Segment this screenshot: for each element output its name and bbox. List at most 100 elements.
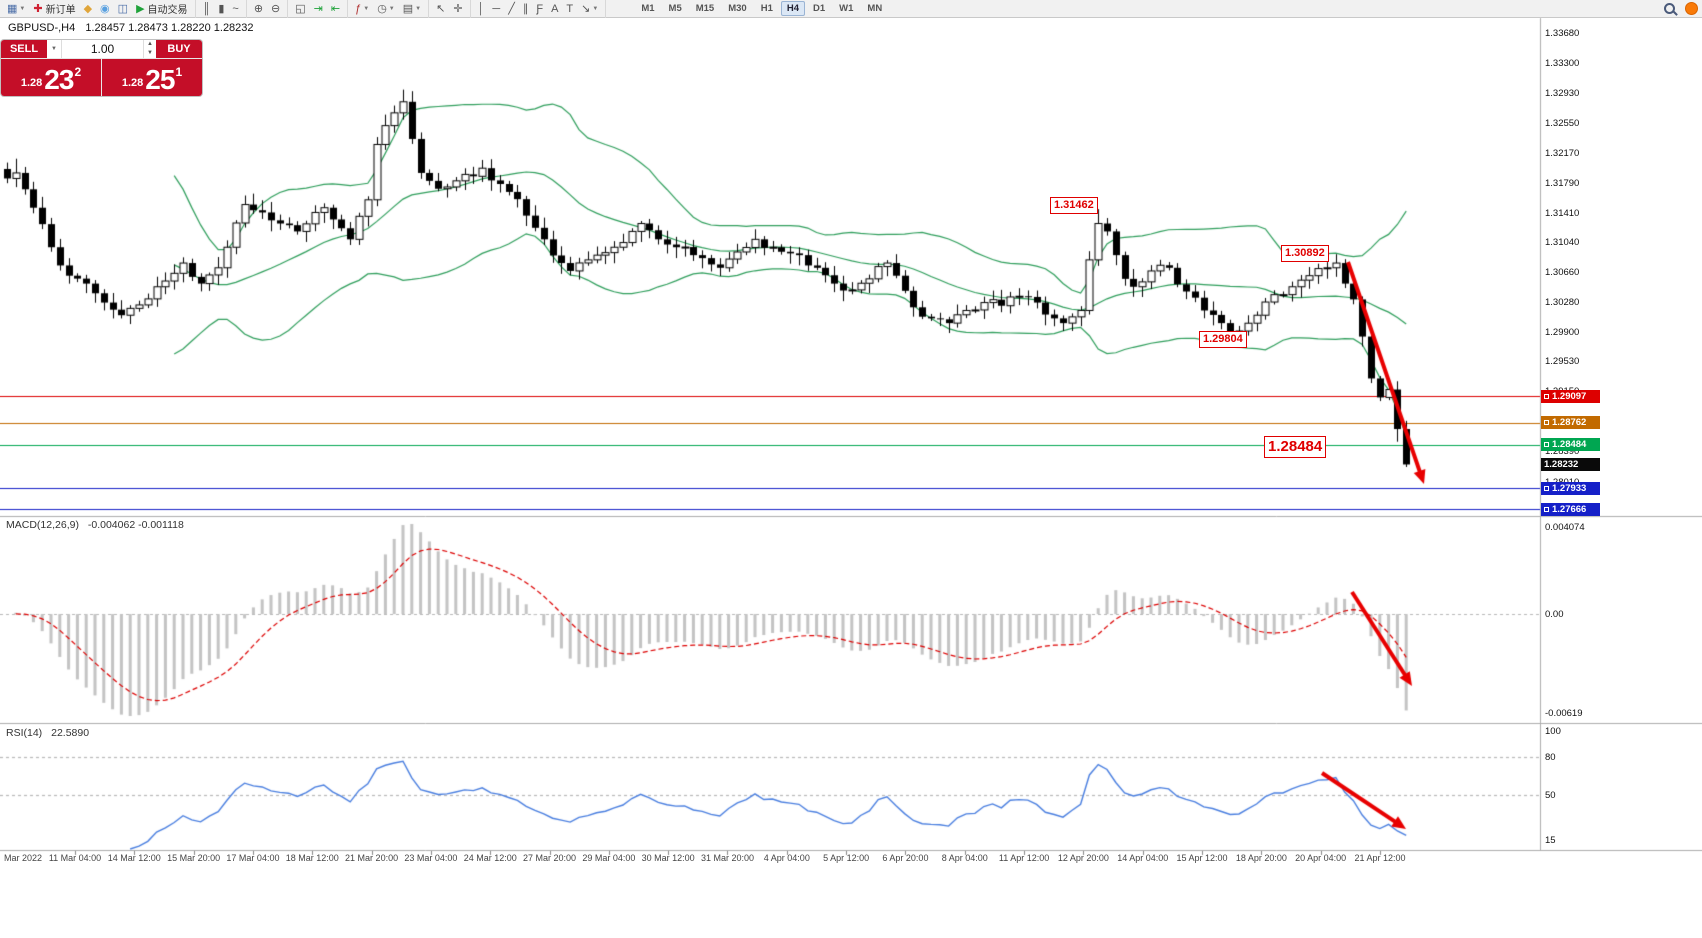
- time-axis-label: 31 Mar 20:00: [700, 853, 754, 863]
- new-chart-dropdown-icon[interactable]: ▼: [19, 5, 26, 12]
- autotrading-button[interactable]: ▶ 自动交易: [133, 1, 190, 17]
- crosshair-button[interactable]: ✛: [450, 1, 465, 17]
- cursor-button[interactable]: ↖: [433, 1, 448, 17]
- new-chart-button[interactable]: ▦ ▼: [4, 1, 28, 17]
- rsi-value: 22.5890: [51, 727, 90, 739]
- metaeditor-icon: ◆: [83, 2, 93, 15]
- volume-decrease-button[interactable]: ▼: [147, 50, 153, 56]
- price-line-label[interactable]: 1.28484: [1541, 438, 1600, 452]
- toolbar-group: ║ ▮ ~: [196, 0, 247, 18]
- bar-chart-button[interactable]: ║: [200, 1, 214, 17]
- search-icon[interactable]: [1664, 3, 1675, 14]
- arrows-objects-dropdown-icon[interactable]: ▼: [592, 5, 599, 12]
- rsi-axis-label: 15: [1545, 835, 1556, 846]
- time-axis-label: 14 Mar 12:00: [107, 853, 161, 863]
- time-axis-label: 20 Apr 04:00: [1295, 853, 1347, 863]
- indicators-button[interactable]: ƒ ▼: [352, 1, 372, 17]
- metaeditor-button[interactable]: ◆: [81, 1, 95, 17]
- timeframe-mn-button[interactable]: MN: [867, 3, 883, 14]
- price-annotation[interactable]: 1.28484: [1264, 436, 1327, 458]
- price-line-label[interactable]: 1.27666: [1541, 502, 1600, 516]
- zoom-in-icon: ⊕: [253, 2, 264, 15]
- price-line-label[interactable]: 1.29097: [1541, 389, 1600, 403]
- line-chart-icon: ~: [232, 2, 239, 15]
- new-order-button[interactable]: ✚ 新订单: [30, 1, 78, 17]
- vertical-line-button[interactable]: │: [475, 1, 488, 17]
- timeframe-w1-button[interactable]: W1: [839, 3, 854, 14]
- time-axis-label: 15 Mar 20:00: [167, 853, 221, 863]
- timeframe-m15-button[interactable]: M15: [695, 3, 715, 14]
- time-axis-label: 24 Mar 12:00: [463, 853, 517, 863]
- timeframe-m30-button[interactable]: M30: [728, 3, 747, 14]
- notification-dot-icon[interactable]: [1685, 2, 1698, 15]
- equidistant-channel-button[interactable]: ∥: [520, 1, 532, 17]
- buy-price-pip: 1: [175, 65, 183, 79]
- vertical-line-icon: │: [477, 2, 485, 15]
- buy-button[interactable]: 1.28 25 1: [102, 59, 202, 96]
- time-axis-label: 12 Apr 20:00: [1057, 853, 1109, 863]
- sell-button[interactable]: 1.28 23 2: [1, 59, 101, 96]
- arrows-objects-button[interactable]: ↘ ▼: [578, 1, 601, 17]
- time-axis-label: 30 Mar 12:00: [641, 853, 695, 863]
- time-axis-label: 11 Apr 12:00: [998, 853, 1050, 863]
- time-axis-label: 18 Apr 20:00: [1235, 853, 1287, 863]
- chart-title: GBPUSD-,H4 1.28457 1.28473 1.28220 1.282…: [8, 22, 254, 34]
- sell-tab[interactable]: SELL: [1, 40, 47, 58]
- timeframe-m1-button[interactable]: M1: [641, 3, 655, 14]
- price-scale-tick: 1.28390: [1545, 446, 1580, 458]
- timeframe-m5-button[interactable]: M5: [668, 3, 682, 14]
- fibonacci-button[interactable]: Ƒ: [533, 1, 546, 17]
- macd-values: -0.004062 -0.001118: [87, 519, 184, 531]
- tile-windows-button[interactable]: ◱: [292, 1, 308, 17]
- community-button[interactable]: ◉: [97, 1, 113, 17]
- templates-button[interactable]: ▤ ▼: [400, 1, 424, 17]
- trendline-button[interactable]: ╱: [505, 1, 518, 17]
- market-watch-button[interactable]: ◫: [115, 1, 131, 17]
- timeframe-d1-button[interactable]: D1: [813, 3, 826, 14]
- macd-label: MACD(12,26,9): [6, 519, 79, 531]
- timeframe-h1-button[interactable]: H1: [760, 3, 773, 14]
- macd-header: MACD(12,26,9) -0.004062 -0.001118: [6, 519, 184, 531]
- volume-increase-button[interactable]: ▲: [147, 41, 153, 47]
- zoom-in-button[interactable]: ⊕: [251, 1, 266, 17]
- price-scale-tick: 1.31790: [1545, 177, 1580, 189]
- periods-dropdown-icon[interactable]: ▼: [388, 5, 395, 12]
- bid-price-box: 1.28232: [1541, 457, 1600, 471]
- time-axis-label: 17 Mar 04:00: [226, 853, 280, 863]
- price-scale-tick: 1.30660: [1545, 267, 1580, 279]
- toolbar-group: ▦ ▼ ✚ 新订单 ◆ ◉ ◫ ▶ 自动交易: [0, 0, 196, 18]
- price-annotation[interactable]: 1.31462: [1050, 197, 1098, 214]
- buy-tab[interactable]: BUY: [156, 40, 202, 58]
- volume-input[interactable]: [62, 40, 143, 58]
- chart-shift-button[interactable]: ⇤: [328, 1, 343, 17]
- rsi-axis-label: 50: [1545, 790, 1556, 802]
- price-scale-tick: 1.32170: [1545, 147, 1580, 159]
- text-button[interactable]: A: [548, 1, 561, 17]
- time-axis-label: 21 Apr 12:00: [1354, 853, 1406, 863]
- line-marker-icon: [1544, 420, 1549, 426]
- price-annotation[interactable]: 1.29804: [1199, 331, 1247, 348]
- timeframe-h4-button[interactable]: H4: [780, 1, 806, 16]
- indicators-dropdown-icon[interactable]: ▼: [363, 5, 370, 12]
- text-label-button[interactable]: T: [563, 1, 576, 17]
- auto-scroll-button[interactable]: ⇥: [311, 1, 326, 17]
- candlestick-chart-button[interactable]: ▮: [215, 1, 227, 17]
- cursor-icon: ↖: [436, 2, 446, 15]
- sell-price-prefix: 1.28: [20, 77, 43, 89]
- line-chart-button[interactable]: ~: [229, 1, 241, 17]
- new-order-icon: ✚: [33, 2, 43, 15]
- templates-dropdown-icon[interactable]: ▼: [415, 5, 422, 12]
- price-line-label[interactable]: 1.28762: [1541, 416, 1600, 430]
- horizontal-line-button[interactable]: ─: [489, 1, 503, 17]
- toolbar-group: ƒ ▼ ◷ ▼ ▤ ▼: [348, 0, 430, 18]
- ohlc-values: 1.28457 1.28473 1.28220 1.28232: [85, 22, 254, 34]
- trendline-icon: ╱: [508, 2, 515, 15]
- periods-button[interactable]: ◷ ▼: [374, 1, 398, 17]
- order-type-dropdown[interactable]: ▼: [47, 40, 62, 58]
- zoom-out-button[interactable]: ⊖: [268, 1, 283, 17]
- price-line-label[interactable]: 1.27933: [1541, 481, 1600, 495]
- time-axis-label: 27 Mar 20:00: [523, 853, 577, 863]
- time-axis-label: Mar 2022: [4, 853, 43, 863]
- price-annotation[interactable]: 1.30892: [1281, 245, 1329, 262]
